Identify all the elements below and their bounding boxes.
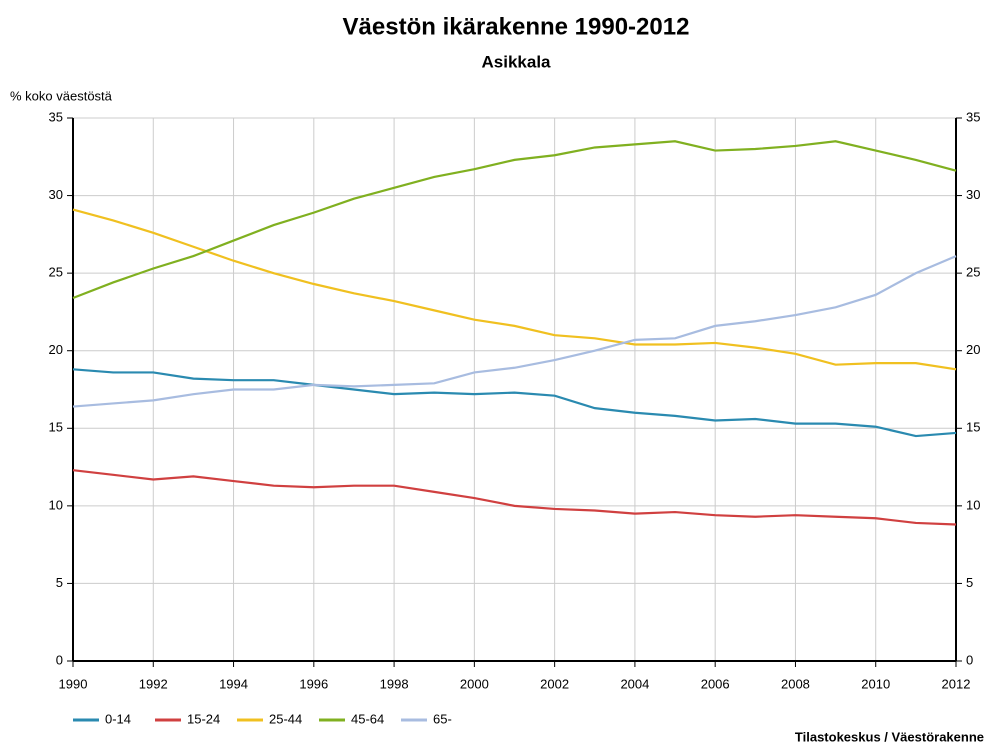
y2-tick-label: 10 xyxy=(966,497,980,512)
x-tick-label: 1992 xyxy=(139,676,168,691)
y2-tick-label: 5 xyxy=(966,575,973,590)
y2-tick-label: 35 xyxy=(966,109,980,124)
x-tick-label: 2000 xyxy=(460,676,489,691)
legend-label: 0-14 xyxy=(105,711,131,726)
source: Tilastokeskus / Väestörakenne xyxy=(795,729,984,744)
series-line xyxy=(72,469,957,526)
x-tick-label: 1994 xyxy=(219,676,248,691)
x-tick-label: 1998 xyxy=(380,676,409,691)
legend-label: 45-64 xyxy=(351,711,384,726)
y2-tick-label: 0 xyxy=(966,652,973,667)
series-line xyxy=(72,140,957,299)
y-tick-label: 30 xyxy=(49,187,63,202)
series-line xyxy=(72,208,957,371)
x-tick-label: 2010 xyxy=(861,676,890,691)
y-tick-label: 20 xyxy=(49,342,63,357)
y-tick-label: 10 xyxy=(49,497,63,512)
chart-subtitle: Asikkala xyxy=(482,52,552,71)
x-tick-label: 1990 xyxy=(59,676,88,691)
y2-tick-label: 15 xyxy=(966,420,980,435)
legend-label: 65- xyxy=(433,711,452,726)
y2-tick-label: 25 xyxy=(966,265,980,280)
y2-tick-label: 30 xyxy=(966,187,980,202)
x-tick-label: 2002 xyxy=(540,676,569,691)
chart-title: Väestön ikärakenne 1990-2012 xyxy=(343,13,690,40)
x-tick-label: 1996 xyxy=(299,676,328,691)
x-tick-label: 2004 xyxy=(620,676,649,691)
legend-label: 15-24 xyxy=(187,711,220,726)
x-tick-label: 2012 xyxy=(942,676,971,691)
y-tick-label: 0 xyxy=(56,652,63,667)
y-tick-label: 15 xyxy=(49,420,63,435)
x-tick-label: 2006 xyxy=(701,676,730,691)
legend-label: 25-44 xyxy=(269,711,302,726)
y2-tick-label: 20 xyxy=(966,342,980,357)
series-line xyxy=(72,368,957,438)
y-tick-label: 5 xyxy=(56,575,63,590)
y-tick-label: 25 xyxy=(49,265,63,280)
y-tick-label: 35 xyxy=(49,109,63,124)
y-axis-label: % koko väestöstä xyxy=(10,88,113,103)
x-tick-label: 2008 xyxy=(781,676,810,691)
series-line xyxy=(72,255,957,408)
